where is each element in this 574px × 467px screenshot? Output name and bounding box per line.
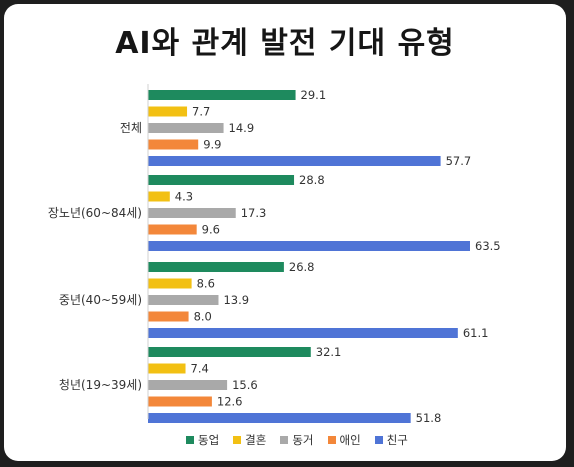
legend-swatch: [374, 436, 383, 444]
data-label: 28.8: [299, 173, 325, 187]
data-label: 51.8: [416, 411, 442, 425]
legend-label: 결혼: [245, 433, 267, 447]
data-label: 29.1: [301, 88, 327, 102]
legend-swatch: [233, 436, 242, 444]
bar: [148, 396, 212, 407]
legend-item: 동거: [280, 432, 314, 448]
legend-label: 친구: [386, 433, 408, 447]
bar: [148, 175, 295, 185]
bar: [148, 380, 228, 390]
legend-swatch: [186, 436, 194, 444]
data-label: 63.5: [475, 239, 501, 253]
data-label: 57.7: [446, 154, 472, 168]
data-label: 26.8: [289, 260, 315, 274]
category-label: 장노년(60~84세): [48, 206, 142, 220]
legend-item: 친구: [374, 432, 408, 448]
legend-label: 동거: [292, 433, 314, 447]
bar: [148, 90, 296, 100]
bar: [148, 347, 311, 357]
data-label: 8.0: [194, 310, 212, 324]
category-label: 중년(40~59세): [59, 293, 142, 307]
data-label: 61.1: [463, 326, 489, 340]
bar: [148, 139, 199, 150]
bar: [148, 208, 236, 218]
data-label: 17.3: [241, 206, 267, 220]
bar: [148, 363, 186, 374]
legend-swatch: [327, 436, 336, 444]
bar: [148, 224, 197, 235]
chart-legend: 동업 결혼 동거 애인 친구: [186, 432, 408, 448]
bar: [148, 191, 170, 202]
chart-title: AI와 관계 발전 기대 유형: [115, 26, 455, 61]
data-label: 4.3: [175, 190, 193, 204]
legend-item: 결혼: [233, 432, 266, 448]
data-label: 12.6: [217, 395, 243, 409]
bar: [148, 123, 224, 133]
bar: [148, 311, 189, 322]
legend-label: 동업: [198, 433, 220, 447]
data-label: 15.6: [232, 378, 258, 392]
bar-chart: 전체 29.1 7.7 14.9 9.9 57.7 장노년(60~84세) 28.8 4.3 17…: [48, 84, 501, 425]
category-label: 청년(19~39세): [59, 378, 142, 392]
legend-item: 동업: [186, 432, 219, 448]
bar: [148, 295, 219, 305]
legend-swatch: [280, 436, 289, 444]
bar: [148, 413, 411, 423]
data-label: 13.9: [223, 293, 249, 307]
bar: [148, 262, 284, 272]
category-label: 전체: [120, 121, 142, 135]
data-label: 32.1: [316, 345, 342, 359]
bar: [148, 241, 470, 251]
legend-label: 애인: [339, 433, 361, 447]
data-label: 9.9: [203, 138, 221, 152]
legend-item: 애인: [327, 432, 361, 448]
bar: [148, 328, 458, 338]
data-label: 8.6: [197, 277, 215, 291]
bar: [148, 278, 192, 289]
data-label: 9.6: [202, 223, 220, 237]
data-label: 7.4: [191, 362, 209, 376]
data-label: 14.9: [229, 121, 255, 135]
chart-card: AI와 관계 발전 기대 유형 전체 29.1 7.7 14.9 9.9 57.7 장노년(…: [4, 4, 566, 461]
bar: [148, 106, 188, 117]
bar: [148, 156, 441, 166]
data-label: 7.7: [192, 105, 210, 119]
